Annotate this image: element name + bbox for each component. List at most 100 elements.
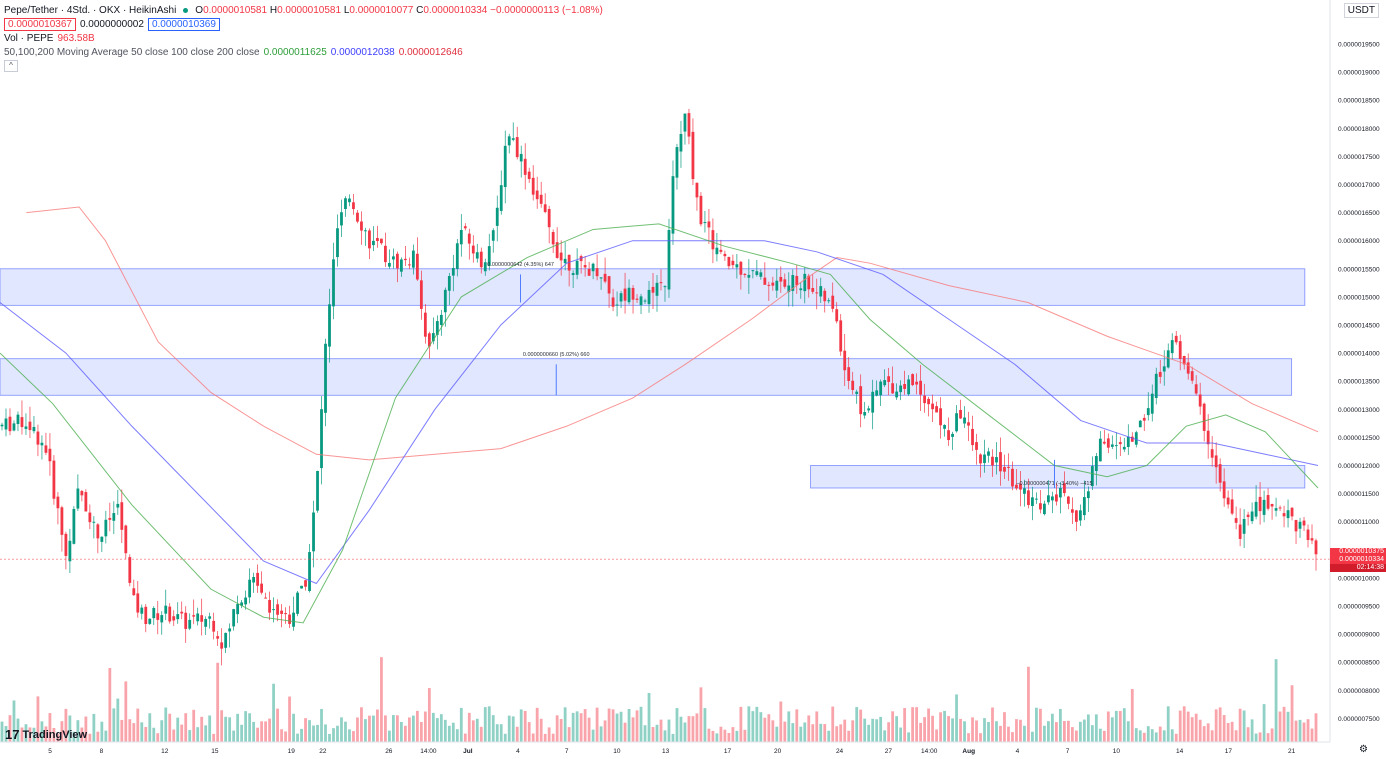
volume-bar	[84, 716, 88, 742]
gear-icon[interactable]: ⚙	[1359, 744, 1368, 755]
candle-body	[344, 198, 347, 209]
time-tick-label: 20	[774, 748, 782, 755]
candle-body	[603, 273, 607, 282]
candle-body	[1186, 362, 1190, 374]
volume-bar	[819, 723, 823, 742]
candle-body	[1066, 496, 1070, 504]
volume-bar	[1154, 732, 1158, 742]
candle-body	[188, 619, 192, 629]
ask-price-box[interactable]: 0.0000010369	[147, 17, 220, 31]
currency-selector[interactable]: USDT	[1343, 3, 1379, 18]
volume-bar	[1098, 728, 1102, 742]
volume-bar	[823, 724, 827, 742]
price-tick-label: 0.0000019500	[1338, 42, 1380, 49]
volume-bar	[775, 726, 779, 742]
candle-body	[204, 618, 208, 627]
candle-body	[1270, 503, 1274, 507]
volume-bar	[1138, 730, 1142, 742]
volume-bar	[1035, 707, 1038, 742]
candle-body	[228, 628, 232, 632]
time-tick-label: 17	[1225, 748, 1233, 755]
candle-body	[156, 613, 160, 620]
candle-body	[1043, 503, 1046, 515]
candle-body	[919, 380, 923, 395]
ma-label[interactable]: 50,100,200 Moving Average 50 close 100 c…	[4, 46, 260, 58]
volume-bar	[1150, 729, 1154, 742]
volume-bar	[519, 709, 523, 742]
candle-body	[16, 414, 20, 425]
volume-bar	[607, 708, 611, 742]
volume-bar	[847, 730, 851, 742]
support-resistance-zones	[0, 268, 1306, 489]
volume-bar	[4, 726, 8, 742]
symbol-title[interactable]: Pepe/Tether · 4Std. · OKX · HeikinAshi	[4, 4, 177, 16]
candle-body	[32, 426, 36, 432]
volume-bar	[120, 719, 124, 742]
volume-bar	[1246, 727, 1250, 742]
volume-bar	[276, 708, 279, 742]
volume-bar	[304, 718, 307, 742]
candle-body	[683, 113, 687, 132]
volume-bar	[743, 729, 747, 742]
volume-bar	[108, 668, 112, 742]
volume-bar	[471, 720, 475, 742]
volume-bar	[148, 713, 152, 742]
candle-body	[647, 289, 651, 305]
candle-body	[1146, 408, 1150, 416]
time-tick-label: 10	[613, 748, 621, 755]
collapse-legend-button[interactable]: ^	[4, 60, 18, 72]
volume-bar	[0, 721, 4, 742]
volume-bar	[1274, 659, 1278, 742]
volume-bar	[931, 715, 934, 742]
volume-bar	[631, 717, 635, 742]
volume-bar	[539, 718, 543, 742]
volume-bar	[192, 709, 196, 742]
volume-bar	[20, 727, 24, 742]
price-tick-label: 0.0000007500	[1338, 716, 1380, 723]
volume-bar	[132, 723, 136, 742]
candle-body	[1162, 366, 1166, 372]
candle-body	[1182, 356, 1186, 365]
candle-body	[699, 195, 703, 225]
bid-price-box[interactable]: 0.0000010367	[4, 17, 76, 31]
volume-bar	[1194, 713, 1198, 742]
candle-body	[216, 636, 220, 639]
volume-bar	[871, 718, 875, 742]
candle-body	[280, 610, 283, 614]
volume-bar	[919, 722, 923, 742]
candle-body	[1082, 497, 1086, 516]
candle-body	[575, 260, 579, 275]
volume-label[interactable]: Vol · PEPE	[4, 32, 54, 44]
volume-bar	[635, 710, 639, 742]
candle-body	[715, 247, 719, 255]
candle-body	[1174, 335, 1178, 343]
candle-body	[735, 264, 739, 268]
volume-bar	[344, 721, 347, 742]
volume-bar	[599, 726, 603, 742]
volume-bar	[1226, 722, 1230, 742]
candle-body	[0, 424, 4, 427]
candle-body	[164, 605, 168, 614]
price-tag-bid: 0.0000010375	[1330, 548, 1386, 556]
candle-body	[1150, 393, 1154, 414]
candle-body	[951, 433, 954, 437]
volume-bar	[403, 725, 407, 742]
candle-body	[923, 395, 926, 404]
candle-body	[539, 194, 543, 204]
candle-body	[1294, 520, 1298, 532]
candle-body	[312, 512, 315, 552]
candle-body	[695, 182, 699, 198]
volume-bar	[531, 733, 535, 742]
time-tick-label: 15	[211, 748, 219, 755]
time-tick-label: 7	[1066, 748, 1070, 755]
tradingview-logo[interactable]: 17 TradingView	[5, 727, 87, 742]
candle-body	[168, 606, 172, 622]
volume-bar	[647, 692, 651, 742]
candle-body	[364, 230, 367, 232]
volume-bar	[1234, 730, 1238, 742]
candle-body	[52, 460, 56, 499]
volume-bar	[1047, 721, 1050, 742]
candle-body	[591, 263, 595, 272]
candle-body	[411, 250, 415, 268]
